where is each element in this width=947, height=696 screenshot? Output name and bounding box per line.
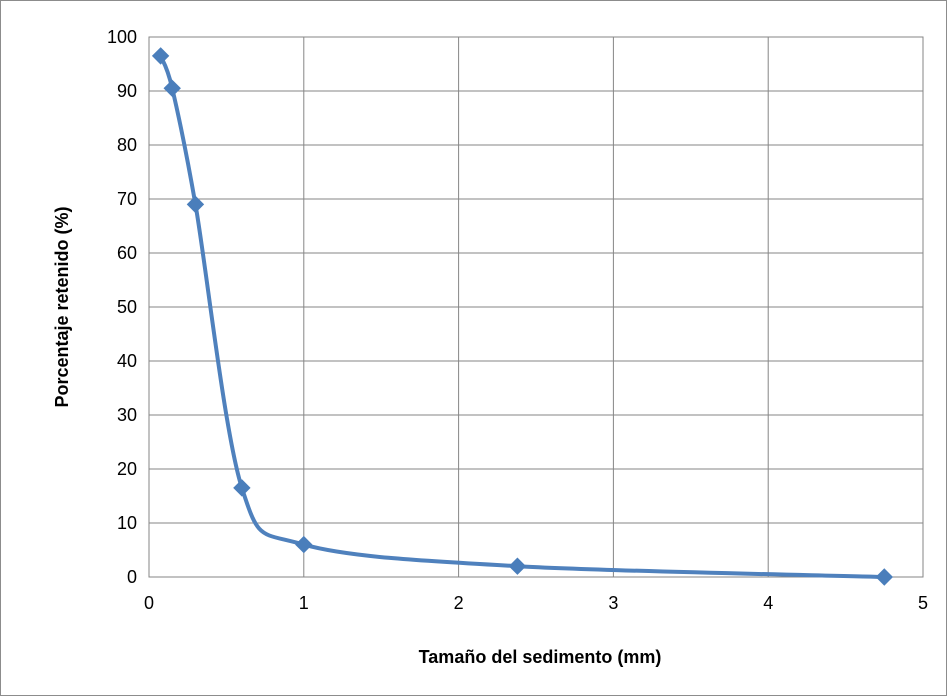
x-tick-labels: 0 1 2 3 4 5 xyxy=(144,593,928,613)
data-point-marker xyxy=(163,79,181,98)
plot-area-border xyxy=(148,36,924,578)
x-tick-label: 2 xyxy=(454,593,464,613)
x-tick-label: 1 xyxy=(299,593,309,613)
y-tick-label: 70 xyxy=(117,189,137,209)
data-point-marker xyxy=(151,47,170,65)
y-tick-label: 80 xyxy=(117,135,137,155)
y-tick-label: 20 xyxy=(117,459,137,479)
x-tick-label: 5 xyxy=(918,593,928,613)
x-tick-label: 4 xyxy=(763,593,773,613)
y-tick-label: 60 xyxy=(117,243,137,263)
y-tick-label: 90 xyxy=(117,81,137,101)
y-tick-label: 100 xyxy=(107,27,137,47)
data-point-marker xyxy=(508,557,527,575)
y-tick-label: 0 xyxy=(127,567,137,587)
x-axis-title: Tamaño del sedimento (mm) xyxy=(419,647,662,667)
data-markers xyxy=(151,47,894,586)
y-tick-label: 30 xyxy=(117,405,137,425)
data-point-marker xyxy=(295,535,313,554)
y-axis-title: Porcentaje retenido (%) xyxy=(52,206,72,407)
x-tick-label: 0 xyxy=(144,593,154,613)
data-point-marker xyxy=(186,195,205,214)
series-layer xyxy=(158,53,887,579)
series-line xyxy=(158,53,887,579)
y-tick-labels: 0 10 20 30 40 50 60 70 80 90 100 xyxy=(107,27,137,587)
y-tick-label: 10 xyxy=(117,513,137,533)
gridlines xyxy=(148,36,924,578)
x-tick-label: 3 xyxy=(608,593,618,613)
data-point-marker xyxy=(875,568,894,586)
y-tick-label: 40 xyxy=(117,351,137,371)
data-point-marker xyxy=(233,479,251,497)
y-tick-label: 50 xyxy=(117,297,137,317)
